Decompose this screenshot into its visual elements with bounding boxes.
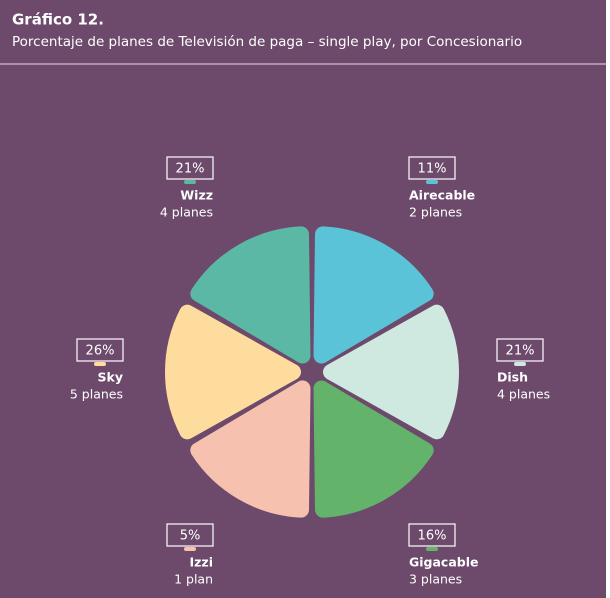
pie-slice: [313, 226, 434, 364]
pie-slice: [165, 304, 301, 440]
label-box: [496, 338, 544, 362]
chart-title: Gráfico 12.: [12, 11, 104, 29]
sub-label: 3 planes: [409, 572, 462, 587]
value-label: 26%: [86, 344, 115, 359]
legend-dot: [184, 547, 196, 551]
category-label: Sky: [98, 370, 123, 385]
legend-dot: [94, 362, 106, 366]
value-label: 16%: [418, 529, 447, 544]
legend-dot: [514, 362, 526, 366]
label-box: [408, 523, 456, 547]
category-label: Wizz: [180, 188, 213, 203]
legend-dot: [426, 547, 438, 551]
label-box: [166, 156, 214, 180]
pie-slice: [323, 304, 459, 440]
pie-slice: [313, 380, 434, 518]
label-box: [166, 523, 214, 547]
sub-label: 4 planes: [497, 387, 550, 402]
label-box: [76, 338, 124, 362]
value-label: 5%: [180, 529, 201, 544]
sub-label: 1 plan: [174, 572, 213, 587]
chart-subtitle: Porcentaje de planes de Televisión de pa…: [12, 34, 522, 50]
legend-dot: [426, 180, 438, 184]
category-label: Gigacable: [409, 555, 478, 570]
label-box: [408, 156, 456, 180]
legend-dot: [184, 180, 196, 184]
category-label: Dish: [497, 370, 528, 385]
pie-slice: [190, 380, 311, 518]
value-label: 11%: [418, 162, 447, 177]
sub-label: 2 planes: [409, 205, 462, 220]
pie-slice: [190, 226, 311, 364]
sub-label: 5 planes: [70, 387, 123, 402]
category-label: Izzi: [190, 555, 214, 570]
value-label: 21%: [506, 344, 535, 359]
sub-label: 4 planes: [160, 205, 213, 220]
value-label: 21%: [176, 162, 205, 177]
category-label: Airecable: [409, 188, 475, 203]
